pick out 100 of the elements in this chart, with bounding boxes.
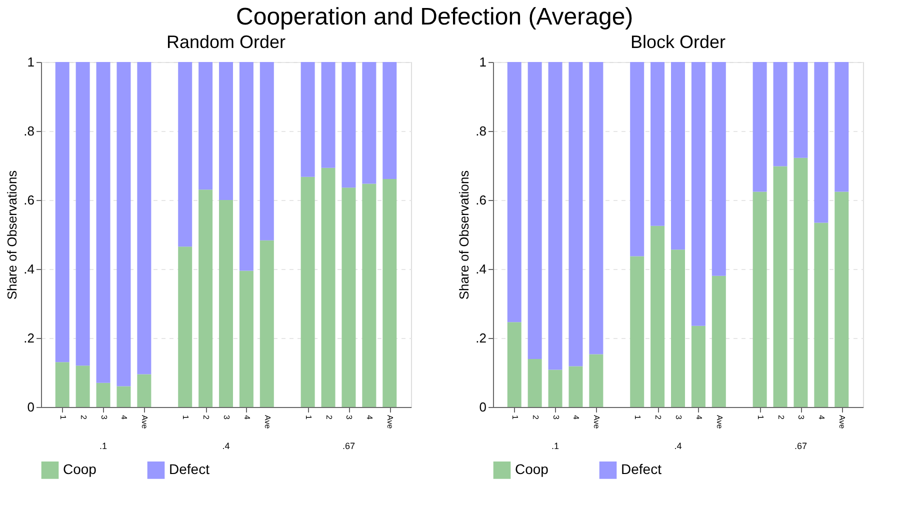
legend-label: Coop: [63, 461, 97, 478]
x-tick-label: 2: [78, 415, 88, 420]
bar: [712, 276, 726, 407]
bar: [507, 62, 522, 322]
x-tick-label: 3: [222, 415, 231, 420]
bar: [300, 176, 315, 407]
x-tick-label: 2: [654, 415, 663, 420]
y-tick-label: .4: [476, 262, 486, 276]
bar: [814, 222, 828, 407]
x-tick-label: 3: [796, 415, 806, 420]
bar: [630, 256, 644, 407]
x-tick-label: 1: [510, 415, 520, 420]
bar: [116, 386, 131, 407]
x-tick-label: 1: [633, 415, 642, 420]
x-tick-label: 4: [120, 415, 129, 420]
bar: [794, 158, 808, 407]
y-tick-label: .8: [476, 124, 486, 138]
bar: [260, 62, 274, 240]
bar: [55, 62, 70, 362]
bar: [589, 62, 604, 354]
x-tick-label: 2: [202, 415, 211, 420]
legend-label: Defect: [169, 461, 210, 478]
x-tick-label: 3: [99, 415, 108, 420]
bar: [671, 62, 685, 250]
bar: [507, 322, 522, 407]
bar: [382, 62, 397, 179]
x-tick-label: Ave: [386, 415, 395, 430]
bar: [198, 62, 213, 190]
x-tick-label: 1: [58, 415, 68, 420]
y-tick-label: 1: [27, 54, 34, 70]
x-tick-label: Ave: [140, 415, 150, 430]
bar: [548, 370, 562, 407]
x-tick-label: Ave: [592, 415, 602, 430]
x-tick-label: 4: [572, 415, 581, 420]
text: Cooperation and Defection (Average): [236, 4, 634, 30]
y-tick-label: 1: [479, 54, 486, 70]
bar: [691, 62, 706, 326]
x-tick-label: 2: [530, 415, 540, 420]
bar: [362, 184, 376, 407]
bar: [794, 62, 808, 158]
x-tick-label: 4: [694, 415, 704, 420]
text: .4: [222, 441, 230, 451]
bar: [630, 62, 644, 256]
bar: [752, 192, 767, 407]
bar: [137, 62, 152, 374]
bar: [671, 250, 685, 407]
bar: [773, 62, 788, 166]
bar: [382, 178, 397, 407]
text: .4: [674, 441, 682, 451]
bar: [528, 359, 542, 407]
x-tick-label: 4: [365, 415, 374, 420]
y-tick-label: .2: [476, 330, 486, 346]
y-tick-label: 0: [479, 400, 486, 414]
y-tick-label: .6: [476, 192, 486, 208]
bar: [219, 200, 233, 407]
x-tick-label: 3: [674, 415, 683, 420]
bar: [76, 366, 90, 407]
bar: [568, 366, 583, 407]
y-axis-title: Share of Observations: [4, 170, 20, 300]
x-tick-label: 1: [181, 415, 190, 420]
chart-title: Random Order: [166, 32, 286, 52]
x-tick-label: 3: [344, 415, 354, 420]
text: .1: [552, 441, 560, 451]
bar: [321, 62, 336, 168]
bar: [752, 62, 767, 192]
x-tick-label: 4: [242, 415, 252, 420]
y-axis-title: Share of Observations: [456, 170, 472, 300]
x-tick-label: 3: [551, 415, 560, 420]
chart-title: Block Order: [630, 32, 726, 52]
text: .67: [342, 441, 355, 451]
y-tick-label: .6: [24, 192, 34, 208]
bar: [650, 226, 665, 407]
y-tick-label: 0: [27, 400, 34, 414]
bar: [548, 62, 562, 370]
bar: [691, 326, 706, 407]
bar: [116, 62, 131, 386]
y-tick-label: .4: [24, 262, 34, 276]
bar: [260, 240, 274, 407]
legend-label: Defect: [621, 461, 662, 478]
text: .67: [794, 441, 807, 451]
bar: [96, 382, 110, 407]
bar: [178, 246, 192, 407]
legend-label: Coop: [515, 461, 549, 478]
bar: [834, 62, 849, 192]
bar: [589, 354, 604, 407]
bar: [712, 62, 726, 276]
bar: [650, 62, 665, 226]
bar: [528, 62, 542, 360]
bar: [96, 62, 110, 383]
x-tick-label: 2: [324, 415, 334, 420]
bar: [239, 62, 254, 271]
x-tick-label: 1: [756, 415, 765, 420]
x-tick-label: Ave: [838, 415, 847, 430]
bar: [137, 374, 152, 407]
bar: [76, 62, 90, 366]
x-tick-label: 2: [776, 415, 786, 420]
bar: [773, 166, 788, 407]
x-tick-label: 4: [817, 415, 826, 420]
bar: [362, 62, 376, 184]
bar: [55, 362, 70, 407]
